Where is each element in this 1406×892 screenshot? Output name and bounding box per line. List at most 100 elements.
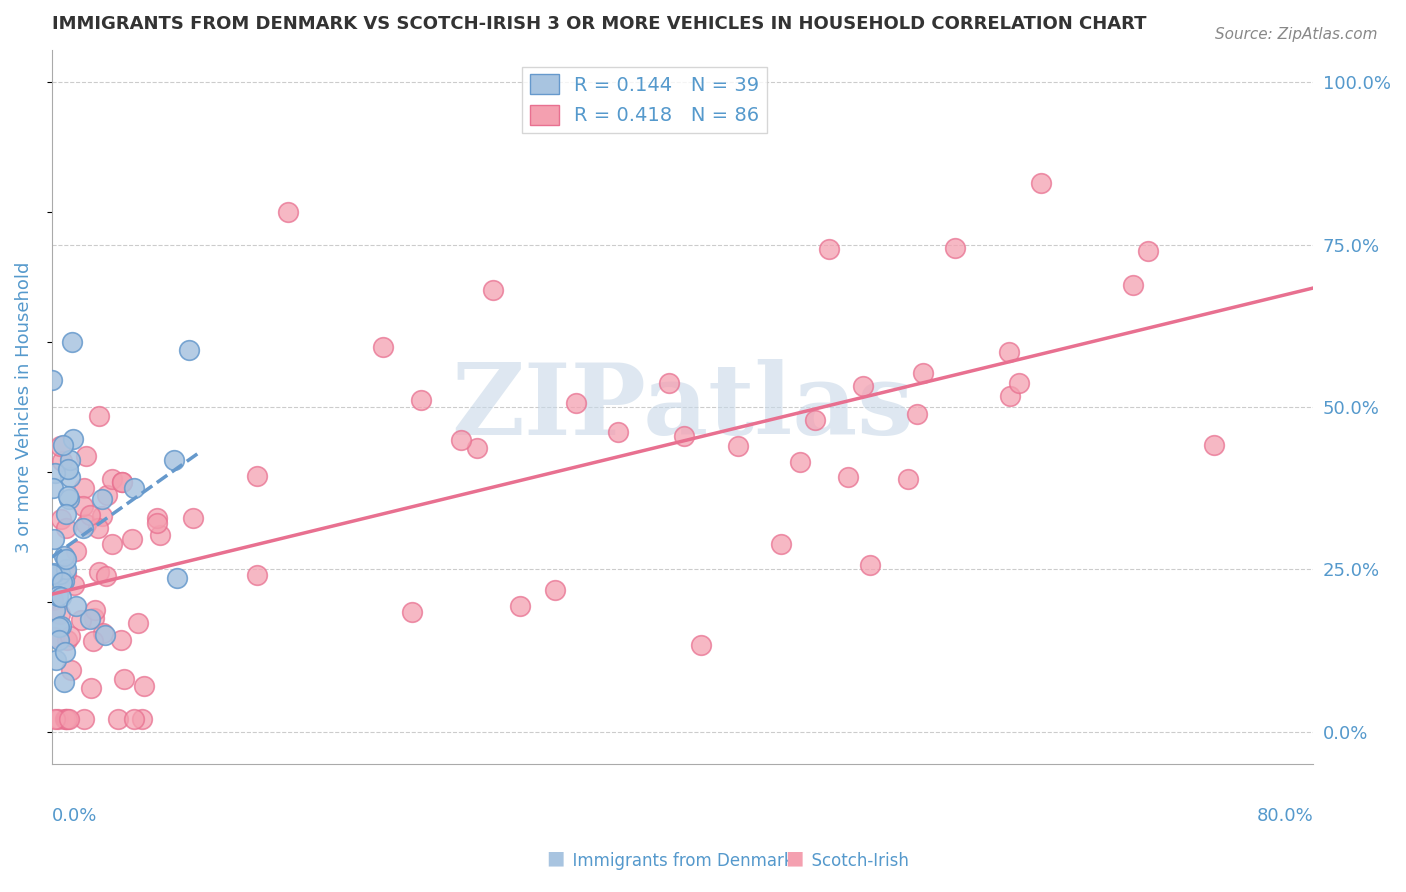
Point — [59, 629, 82, 643]
Point — [55, 712, 77, 726]
Point — [51, 574, 73, 589]
Point — [146, 510, 169, 524]
Point — [44, 466, 66, 480]
Point — [163, 453, 186, 467]
Point — [79, 508, 101, 522]
Point — [83, 611, 105, 625]
Point — [62, 334, 84, 349]
Point — [1122, 277, 1144, 292]
Y-axis label: 3 or more Vehicles in Household: 3 or more Vehicles in Household — [15, 261, 32, 553]
Legend: R = 0.144   N = 39, R = 0.418   N = 86: R = 0.144 N = 39, R = 0.418 N = 86 — [522, 67, 768, 133]
Point — [52, 549, 75, 563]
Point — [1008, 376, 1031, 390]
Point — [49, 590, 72, 604]
Point — [127, 615, 149, 630]
Point — [409, 392, 432, 407]
Point — [49, 607, 72, 621]
Point — [56, 489, 79, 503]
Point — [87, 566, 110, 580]
Point — [100, 472, 122, 486]
Point — [690, 639, 713, 653]
Point — [110, 633, 132, 648]
Point — [53, 574, 76, 588]
Point — [769, 537, 792, 551]
Point — [912, 366, 935, 380]
Point — [509, 599, 531, 614]
Point — [52, 675, 75, 690]
Point — [401, 605, 423, 619]
Point — [52, 438, 75, 452]
Point — [42, 481, 65, 495]
Text: 80.0%: 80.0% — [1257, 807, 1313, 825]
Point — [673, 428, 696, 442]
Point — [110, 475, 132, 490]
Point — [246, 468, 269, 483]
Point — [79, 612, 101, 626]
Point — [75, 516, 97, 531]
Point — [727, 439, 749, 453]
Point — [53, 712, 76, 726]
Text: ZIPatlas: ZIPatlas — [451, 359, 914, 456]
Point — [943, 241, 966, 255]
Point — [450, 434, 472, 448]
Point — [55, 566, 77, 580]
Point — [49, 512, 72, 526]
Point — [1202, 438, 1225, 452]
Point — [59, 453, 82, 467]
Point — [858, 558, 880, 573]
Point — [55, 712, 77, 726]
Point — [73, 481, 96, 495]
Point — [245, 568, 267, 582]
Point — [132, 679, 155, 693]
Point — [465, 441, 488, 455]
Point — [72, 521, 94, 535]
Point — [122, 481, 145, 495]
Point — [48, 632, 70, 647]
Text: Immigrants from Denmark: Immigrants from Denmark — [562, 852, 794, 870]
Point — [145, 516, 167, 530]
Point — [90, 509, 112, 524]
Point — [42, 566, 65, 580]
Point — [59, 663, 82, 677]
Point — [371, 340, 394, 354]
Point — [41, 567, 63, 582]
Point — [94, 628, 117, 642]
Point — [53, 645, 76, 659]
Point — [789, 455, 811, 469]
Point — [131, 712, 153, 726]
Point — [998, 389, 1021, 403]
Point — [837, 470, 859, 484]
Point — [1137, 244, 1160, 258]
Point — [56, 462, 79, 476]
Point — [606, 425, 628, 439]
Point — [277, 205, 299, 219]
Point — [49, 567, 72, 582]
Point — [91, 492, 114, 507]
Point — [42, 593, 65, 607]
Point — [42, 630, 65, 644]
Point — [55, 562, 77, 576]
Text: ■: ■ — [785, 848, 804, 867]
Point — [1029, 176, 1052, 190]
Point — [55, 551, 77, 566]
Point — [482, 283, 505, 297]
Point — [49, 618, 72, 632]
Point — [111, 475, 134, 489]
Point — [149, 528, 172, 542]
Point — [905, 408, 928, 422]
Point — [112, 673, 135, 687]
Point — [181, 511, 204, 525]
Point — [565, 396, 588, 410]
Point — [101, 537, 124, 551]
Text: Source: ZipAtlas.com: Source: ZipAtlas.com — [1215, 27, 1378, 42]
Point — [55, 507, 77, 521]
Point — [45, 653, 67, 667]
Point — [44, 603, 66, 617]
Point — [51, 454, 73, 468]
Point — [72, 500, 94, 514]
Text: IMMIGRANTS FROM DENMARK VS SCOTCH-IRISH 3 OR MORE VEHICLES IN HOUSEHOLD CORRELAT: IMMIGRANTS FROM DENMARK VS SCOTCH-IRISH … — [52, 15, 1146, 33]
Point — [544, 582, 567, 597]
Point — [83, 602, 105, 616]
Point — [91, 625, 114, 640]
Point — [48, 620, 70, 634]
